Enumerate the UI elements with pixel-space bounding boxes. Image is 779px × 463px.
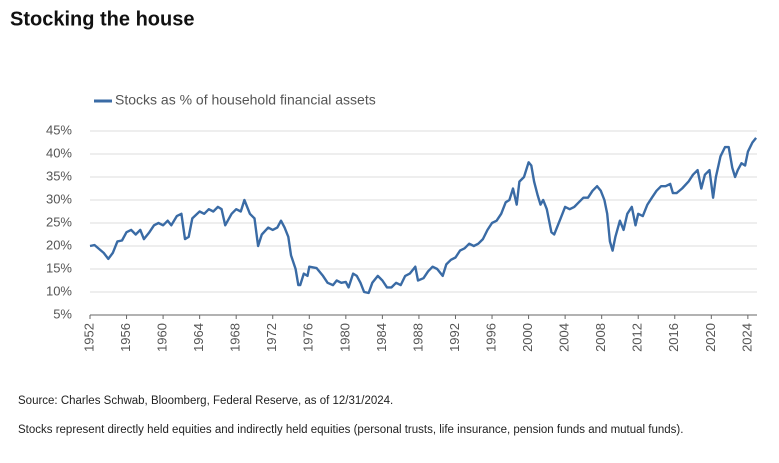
y-tick-label: 40% (46, 145, 72, 160)
note: Stocks represent directly held equities … (18, 424, 683, 436)
x-tick-label: 1956 (118, 323, 133, 352)
x-tick-label: 1984 (374, 323, 389, 352)
x-tick-label: 1952 (81, 323, 96, 352)
x-tick-label: 2004 (557, 323, 572, 352)
y-tick-label: 25% (46, 214, 72, 229)
x-tick-label: 1964 (191, 323, 206, 352)
y-tick-label: 35% (46, 168, 72, 183)
y-tick-label: 5% (53, 306, 72, 321)
x-tick-label: 1996 (483, 323, 498, 352)
y-tick-label: 10% (46, 283, 72, 298)
x-tick-label: 1992 (447, 323, 462, 352)
x-tick-label: 1980 (337, 323, 352, 352)
x-tick-label: 1988 (410, 323, 425, 352)
x-tick-label: 2024 (739, 323, 754, 352)
x-tick-label: 1972 (264, 323, 279, 352)
x-tick-label: 1960 (155, 323, 170, 352)
y-tick-label: 20% (46, 237, 72, 252)
chart-title: Stocking the house (10, 8, 194, 30)
legend-label: Stocks as % of household financial asset… (115, 92, 376, 108)
source: Source: Charles Schwab, Bloomberg, Feder… (18, 395, 393, 407)
y-tick-label: 45% (46, 122, 72, 137)
y-tick-label: 30% (46, 191, 72, 206)
y-tick-label: 15% (46, 260, 72, 275)
x-tick-label: 2012 (630, 323, 645, 352)
x-tick-label: 1976 (301, 323, 316, 352)
x-tick-label: 2016 (666, 323, 681, 352)
x-tick-label: 2000 (520, 323, 535, 352)
x-tick-label: 2020 (703, 323, 718, 352)
x-tick-label: 2008 (593, 323, 608, 352)
x-tick-label: 1968 (228, 323, 243, 352)
series-line (89, 137, 758, 295)
